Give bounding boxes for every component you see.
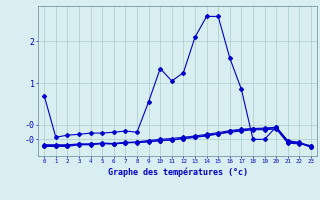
X-axis label: Graphe des températures (°c): Graphe des températures (°c) <box>108 167 248 177</box>
